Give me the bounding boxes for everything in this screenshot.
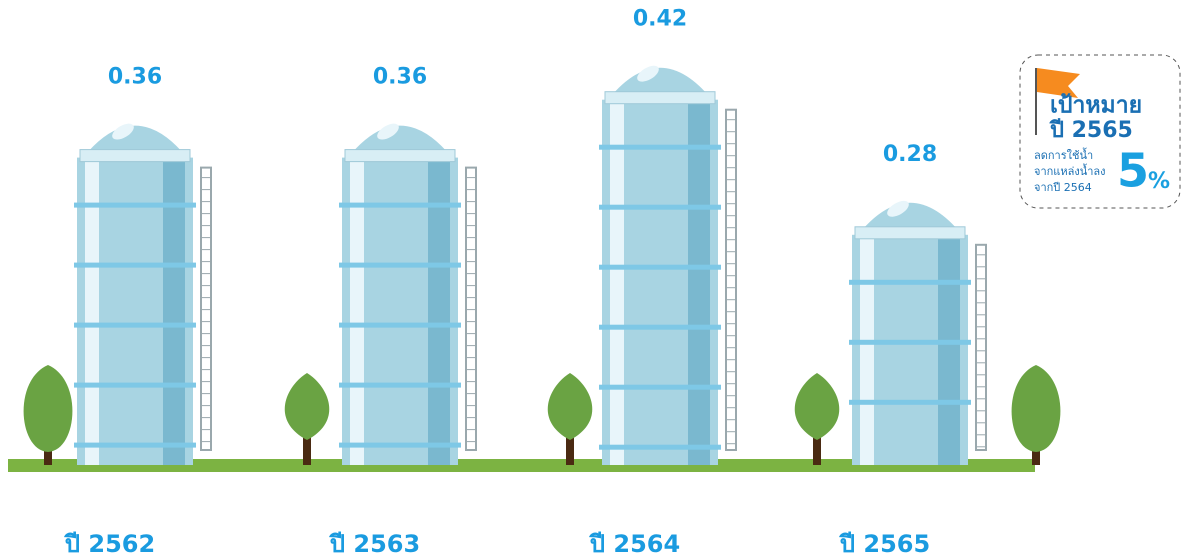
flag [1037, 68, 1080, 98]
railing [854, 226, 966, 240]
category-label: ปี 2562 [64, 530, 156, 555]
tank-band [849, 339, 971, 345]
tank-band [339, 382, 461, 388]
tree-crown [1011, 365, 1061, 452]
target-desc: จากปี 2564 [1034, 181, 1092, 194]
tree-crown [23, 365, 73, 452]
target-desc: จากแหล่งน้ำลง [1034, 163, 1106, 178]
dome-glint [377, 123, 399, 140]
railing [344, 149, 456, 163]
ladder [975, 243, 987, 451]
tree-crown [794, 373, 840, 440]
tank-band [599, 444, 721, 450]
tree-crown [547, 373, 593, 440]
tank-band [339, 442, 461, 448]
tank [74, 123, 212, 465]
tree-trunk [303, 430, 311, 465]
tank-band [599, 324, 721, 330]
tank-band [599, 264, 721, 270]
tank-shade [163, 157, 185, 465]
target-year: ปี 2565 [1049, 118, 1133, 143]
ladder [465, 166, 477, 451]
category-label: ปี 2563 [329, 530, 421, 555]
tank-shade [428, 157, 450, 465]
tank-highlight [350, 157, 364, 465]
tank-band [599, 204, 721, 210]
dome-glint [887, 200, 909, 217]
tank-band [74, 322, 196, 328]
tree-trunk [566, 430, 574, 465]
tank-band [599, 384, 721, 390]
tank-highlight [85, 157, 99, 465]
tank-band [74, 202, 196, 208]
tank-band [74, 382, 196, 388]
tank-highlight [610, 99, 624, 465]
tree-crown [284, 373, 330, 440]
target-unit: % [1148, 169, 1170, 194]
tank-band [599, 144, 721, 150]
railing [79, 149, 191, 163]
value-label: 0.36 [108, 65, 162, 90]
value-label: 0.36 [373, 65, 427, 90]
railing [604, 91, 716, 105]
target-desc: ลดการใช้น้ำ [1034, 147, 1093, 162]
tank-shade [938, 234, 960, 465]
ladder [200, 166, 212, 451]
tank-highlight [860, 234, 874, 465]
target-title: เป้าหมาย [1050, 93, 1142, 119]
tank-band [339, 322, 461, 328]
tank [849, 200, 987, 465]
tank [599, 65, 737, 465]
tank-band [74, 262, 196, 268]
target-value: 5 [1117, 144, 1149, 198]
category-label: ปี 2565 [839, 530, 931, 555]
tank-band [339, 202, 461, 208]
tank-band [849, 279, 971, 285]
dome-glint [112, 123, 134, 140]
tank-band [339, 262, 461, 268]
category-label: ปี 2564 [589, 530, 681, 555]
tank-shade [688, 99, 710, 465]
tank-band [849, 399, 971, 405]
ladder [725, 108, 737, 451]
target-frame [1019, 54, 1181, 209]
dome-glint [637, 65, 659, 82]
value-label: 0.42 [633, 7, 687, 32]
target-box: เป้าหมาย ปี 2565 ลดการใช้น้ำ จากแหล่งน้ำ… [1019, 54, 1181, 209]
tank-band [74, 442, 196, 448]
value-label: 0.28 [883, 142, 937, 167]
tree-trunk [813, 430, 821, 465]
tank [339, 123, 477, 465]
ground [8, 459, 1035, 472]
